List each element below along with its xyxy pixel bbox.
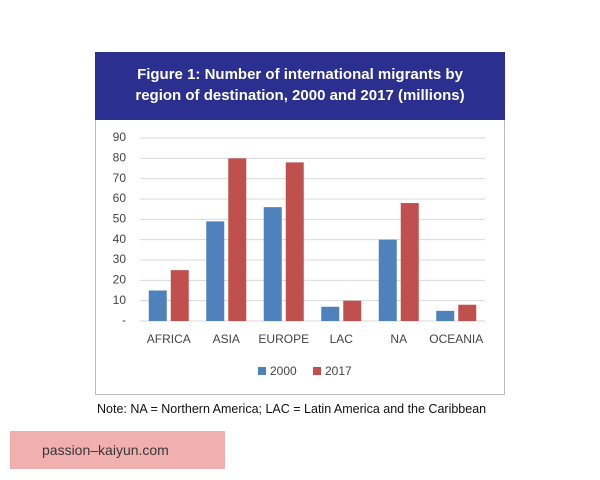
y-tick-label: 60 xyxy=(113,191,127,205)
y-tick-label: 10 xyxy=(113,293,127,307)
legend-label: 2017 xyxy=(325,364,352,378)
bar xyxy=(343,300,362,321)
legend-swatch xyxy=(258,367,266,375)
x-tick-label: OCEANIA xyxy=(429,332,483,346)
watermark: passion–kaiyun.com xyxy=(42,442,169,458)
y-tick-label: 20 xyxy=(113,273,127,287)
x-tick-label: ASIA xyxy=(213,332,240,346)
x-tick-label: LAC xyxy=(330,332,354,346)
y-tick-label: 70 xyxy=(113,171,127,185)
y-tick-label: 90 xyxy=(113,130,127,144)
note: Note: NA = Northern America; LAC = Latin… xyxy=(97,402,487,416)
bar xyxy=(206,221,225,321)
watermark-box: passion–kaiyun.com xyxy=(10,431,225,469)
y-tick-label: - xyxy=(122,313,126,327)
x-tick-label: EUROPE xyxy=(258,332,309,346)
y-tick-label: 30 xyxy=(113,252,127,266)
x-tick-label: AFRICA xyxy=(147,332,191,346)
bar xyxy=(400,203,419,321)
bar xyxy=(458,304,477,321)
bar xyxy=(285,162,304,321)
bar xyxy=(228,158,247,321)
y-tick-label: 80 xyxy=(113,151,127,165)
chart-title: Figure 1: Number of international migran… xyxy=(95,52,505,120)
legend-swatch xyxy=(313,367,321,375)
bar xyxy=(263,207,282,321)
bar xyxy=(378,239,397,321)
bar xyxy=(148,290,167,321)
y-tick-label: 50 xyxy=(113,212,127,226)
y-tick-label: 40 xyxy=(113,232,127,246)
bar xyxy=(436,310,455,321)
legend-label: 2000 xyxy=(270,364,297,378)
x-tick-label: NA xyxy=(390,332,407,346)
bar xyxy=(321,306,340,321)
bar xyxy=(170,270,189,321)
